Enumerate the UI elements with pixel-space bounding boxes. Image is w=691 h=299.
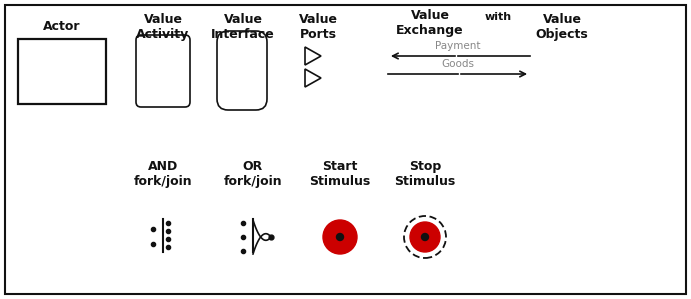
Bar [18, 39, 106, 104]
Text: Stop
Stimulus: Stop Stimulus [395, 160, 455, 188]
Text: Value
Objects: Value Objects [536, 13, 588, 41]
Circle shape [337, 234, 343, 240]
Text: Payment: Payment [435, 41, 481, 51]
Text: Value
Activity: Value Activity [136, 13, 189, 41]
Circle shape [422, 234, 428, 240]
FancyBboxPatch shape [217, 31, 267, 110]
Circle shape [407, 219, 443, 255]
Text: OR
fork/join: OR fork/join [224, 160, 283, 188]
Text: AND
fork/join: AND fork/join [133, 160, 192, 188]
Text: Goods: Goods [442, 59, 475, 69]
Text: Actor: Actor [44, 21, 81, 33]
Circle shape [323, 220, 357, 254]
Text: Value
Ports: Value Ports [299, 13, 337, 41]
Circle shape [410, 222, 440, 252]
FancyBboxPatch shape [136, 35, 190, 107]
Text: Value
Exchange: Value Exchange [396, 9, 464, 37]
Text: with: with [484, 12, 511, 22]
Text: Value
Interface: Value Interface [211, 13, 275, 41]
Text: Start
Stimulus: Start Stimulus [310, 160, 370, 188]
